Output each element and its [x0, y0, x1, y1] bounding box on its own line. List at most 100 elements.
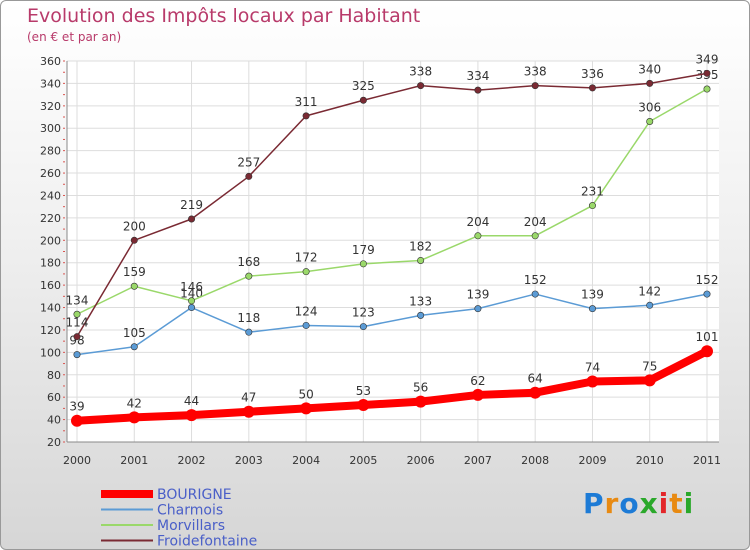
data-label: 142 [638, 284, 661, 298]
x-tick-label: 2007 [464, 454, 492, 467]
data-label: 47 [241, 391, 256, 405]
data-point [471, 388, 484, 401]
data-point [646, 79, 654, 87]
data-label: 50 [298, 387, 313, 401]
x-tick-label: 2009 [578, 454, 606, 467]
data-point [130, 236, 138, 244]
data-point [359, 323, 367, 331]
data-label: 53 [356, 384, 371, 398]
data-point [646, 118, 654, 126]
data-label: 124 [295, 304, 318, 318]
data-label: 74 [585, 360, 600, 374]
y-tick-label: 320 [40, 100, 61, 113]
data-point [588, 305, 596, 313]
data-label: 101 [696, 330, 719, 344]
data-point [417, 82, 425, 90]
data-label: 56 [413, 381, 428, 395]
x-tick-label: 2005 [349, 454, 377, 467]
series-froidefontaine: 114 200 219 257 311 325 338 334 338 336 340 349 [66, 52, 719, 341]
data-label: 123 [352, 306, 375, 320]
data-label: 62 [470, 374, 485, 388]
data-label: 231 [581, 185, 604, 199]
data-point [128, 411, 141, 424]
data-label: 306 [638, 101, 661, 115]
data-label: 340 [638, 62, 661, 76]
data-point [188, 304, 196, 312]
y-tick-label: 100 [40, 346, 61, 359]
legend-label: Froidefontaine [157, 534, 257, 550]
y-tick-label: 240 [40, 189, 61, 202]
data-label: 139 [466, 288, 489, 302]
data-point [474, 232, 482, 240]
y-tick-label: 260 [40, 167, 61, 180]
data-point [417, 311, 425, 319]
series-bourigne: 39 42 44 47 50 53 56 62 64 74 75 101 [69, 330, 719, 427]
series-line [76, 88, 708, 315]
data-label: 140 [180, 287, 203, 301]
data-label: 338 [524, 65, 547, 79]
data-label: 114 [66, 316, 89, 330]
data-label: 204 [524, 215, 547, 229]
data-point [188, 215, 196, 223]
data-point [703, 69, 711, 77]
y-tick-label: 40 [47, 414, 61, 427]
data-point [417, 256, 425, 264]
data-label: 334 [466, 69, 489, 83]
logo-letter: i [658, 487, 670, 520]
y-tick-label: 300 [40, 122, 61, 135]
data-label: 338 [409, 65, 432, 79]
data-label: 325 [352, 79, 375, 93]
data-label: 172 [295, 251, 318, 265]
data-label: 146 [180, 280, 203, 294]
data-point [529, 386, 542, 399]
data-point [245, 272, 253, 280]
x-tick-label: 2011 [693, 454, 721, 467]
data-label: 134 [66, 293, 89, 307]
data-label: 204 [466, 215, 489, 229]
data-point [245, 328, 253, 336]
logo-letter: i [683, 487, 695, 520]
data-point [130, 343, 138, 351]
legend-label: BOURIGNE [157, 487, 232, 503]
y-tick-label: 200 [40, 234, 61, 247]
data-label: 168 [237, 255, 260, 269]
data-point [588, 84, 596, 92]
x-tick-label: 2003 [235, 454, 263, 467]
x-tick-label: 2004 [292, 454, 320, 467]
data-point [531, 290, 539, 298]
chart-subtitle: (en € et par an) [27, 30, 122, 44]
data-point [245, 172, 253, 180]
y-tick-label: 80 [47, 369, 61, 382]
x-tick-label: 2008 [521, 454, 549, 467]
data-label: 182 [409, 239, 432, 253]
data-point [474, 305, 482, 313]
data-label: 75 [642, 359, 657, 373]
y-tick-label: 340 [40, 77, 61, 90]
data-label: 200 [123, 219, 146, 233]
data-point [359, 96, 367, 104]
logo-letter: o [619, 487, 640, 520]
data-point [185, 409, 198, 422]
x-tick-label: 2002 [178, 454, 206, 467]
y-tick-label: 60 [47, 391, 61, 404]
data-label: 159 [123, 265, 146, 279]
data-label: 257 [237, 155, 260, 169]
data-point [643, 374, 656, 387]
data-label: 152 [524, 273, 547, 287]
legend-label: Morvillars [157, 518, 225, 534]
x-tick-label: 2001 [120, 454, 148, 467]
y-tick-label: 20 [47, 436, 61, 449]
data-point [586, 375, 599, 388]
data-point [357, 399, 370, 412]
data-label: 39 [69, 400, 84, 414]
data-label: 152 [696, 273, 719, 287]
data-point [414, 395, 427, 408]
data-label: 349 [696, 52, 719, 66]
data-point [73, 351, 81, 359]
series-line [76, 72, 708, 338]
y-tick-label: 180 [40, 257, 61, 270]
data-label: 118 [237, 311, 260, 325]
data-label: 64 [528, 372, 543, 386]
series-line [76, 293, 708, 356]
